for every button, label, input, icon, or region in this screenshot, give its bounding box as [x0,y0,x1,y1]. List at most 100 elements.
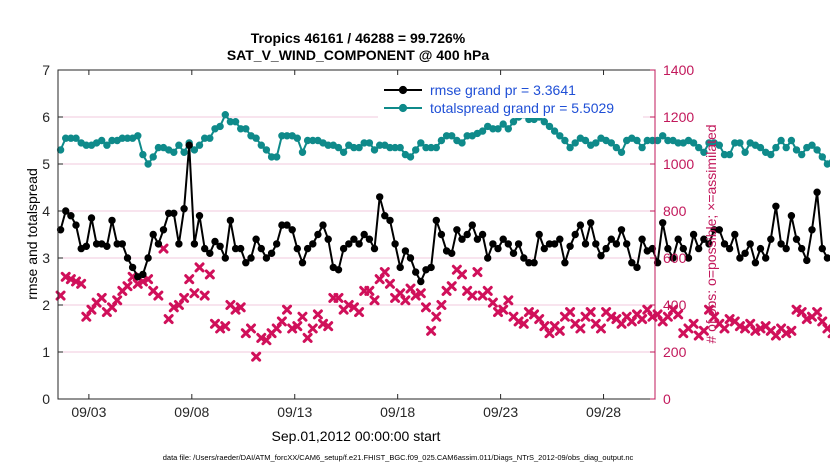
rmse-point [67,212,75,220]
spread-point [448,132,456,140]
obs-point [518,318,529,329]
y-right-tick-label: 1000 [663,156,694,172]
rmse-point [746,240,754,248]
rmse-point [56,226,65,234]
rmse-point [432,216,440,225]
rmse-point [247,254,255,262]
obs-point [143,274,154,285]
spread-point [659,132,667,140]
rmse-point [535,230,543,239]
legend-rmse-marker [398,85,408,95]
rmse-point [648,244,657,253]
spread-point [772,143,780,152]
rmse-point [514,240,523,248]
spread-point [242,125,250,133]
rmse-point [386,216,394,225]
y-left-tick-label: 2 [42,297,50,313]
rmse-point [684,254,693,262]
rmse-point [787,212,796,220]
obs-point [302,332,313,343]
spread-point [617,148,626,157]
y-left-tick-label: 4 [42,203,50,219]
rmse-point [561,259,569,267]
spread-point [417,139,425,147]
spread-point [144,160,152,168]
obs-point [585,307,596,318]
obs-point [292,321,303,332]
rmse-point [273,240,281,248]
obs-point [96,292,107,303]
spread-point [540,118,548,126]
obs-point [431,311,442,322]
rmse-point [437,230,446,239]
rmse-point [736,254,744,262]
rmse-point [473,235,482,243]
obs-point [786,325,797,336]
obs-point [323,321,334,332]
rmse-point [139,270,147,279]
rmse-point [170,209,178,218]
y-left-tick-label: 3 [42,250,50,266]
obs-point [426,325,437,336]
obs-point [487,297,498,308]
obs-point [575,323,586,334]
spread-point [190,146,199,154]
spread-point [725,150,734,159]
spread-point [262,146,271,154]
rmse-point [725,244,734,253]
rmse-point [566,242,574,251]
spread-point [782,143,790,152]
rmse-point [298,259,307,267]
rmse-point [149,230,157,239]
obs-point [673,309,684,320]
rmse-point [267,249,276,258]
spread-point [56,146,65,154]
obs-point [379,267,390,278]
spread-point [756,143,765,152]
obs-point [189,288,200,299]
obs-point [220,321,231,332]
obs-point [812,307,823,318]
rmse-point [762,254,770,262]
y-left-tick-label: 7 [42,62,50,78]
x-tick-label: 09/03 [71,404,106,420]
rmse-point [360,230,368,239]
rmse-point [201,244,209,253]
rmse-point [427,263,435,272]
spread-point [396,143,404,152]
rmse-point [108,216,116,225]
y-left-tick-label: 0 [42,391,50,407]
legend-box [378,78,643,118]
legend-spread-marker [398,103,408,113]
y-axis-left-label: rmse and totalspread [24,168,40,300]
spread-point [406,153,415,161]
obs-point [204,269,215,280]
rmse-point [741,249,749,258]
spread-point [792,146,801,154]
rmse-point [700,235,708,243]
y-left-tick-label: 6 [42,109,50,125]
y-right-tick-label: 1400 [663,62,694,78]
rmse-point [731,230,739,239]
obs-point [472,267,483,278]
rmse-point [61,207,70,215]
spread-point [571,139,579,147]
rmse-point [612,240,621,248]
legend-spread-label: totalspread grand pr = 5.5029 [430,100,614,116]
rmse-point [715,226,723,234]
rmse-point [823,254,830,262]
rmse-point [175,240,183,248]
rmse-point [520,254,528,262]
spread-point [298,148,307,157]
chart-title-line2: SAT_V_WIND_COMPONENT @ 400 hPa [227,47,490,63]
rmse-point [195,212,204,220]
spread-point [494,125,502,133]
rmse-point [82,242,91,251]
rmse-point [339,244,348,253]
rmse-point [576,221,585,229]
rmse-point [556,235,564,243]
rmse-point [509,249,518,258]
rmse-point [381,212,389,220]
spread-point [638,143,646,152]
